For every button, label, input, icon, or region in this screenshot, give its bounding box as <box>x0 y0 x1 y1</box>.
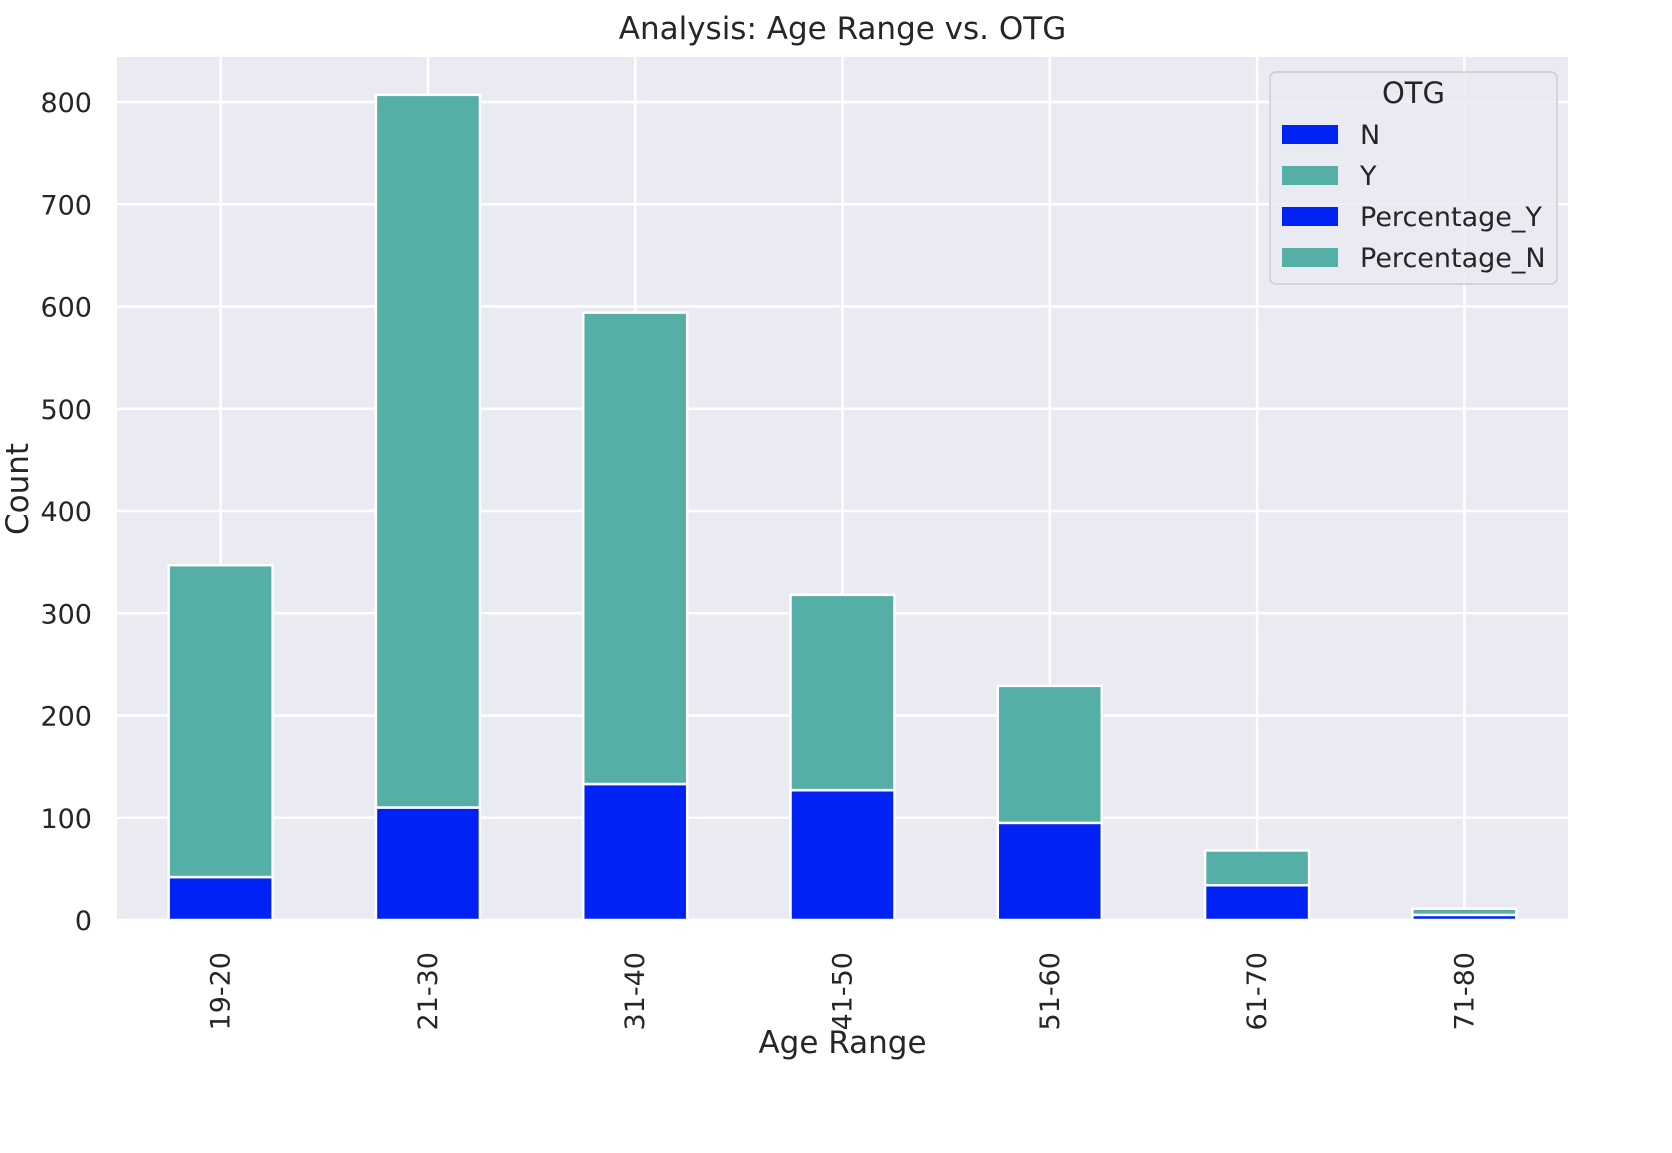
legend-swatch <box>1282 207 1338 226</box>
y-tick-label: 500 <box>40 395 92 426</box>
y-tick-label: 700 <box>40 190 92 221</box>
bar-segment-n <box>789 788 896 922</box>
x-tick-label: 21-30 <box>413 952 444 1030</box>
legend-label: Percentage_N <box>1360 243 1546 274</box>
bar-segment-y <box>1203 849 1311 887</box>
y-tick-label: 400 <box>40 497 92 528</box>
chart-title: Analysis: Age Range vs. OTG <box>619 11 1067 47</box>
y-tick-label: 300 <box>40 599 92 630</box>
x-axis-label: Age Range <box>758 1025 926 1061</box>
y-axis-label: Count <box>0 443 36 535</box>
legend-swatch <box>1282 248 1338 267</box>
y-tick-label: 100 <box>40 804 92 835</box>
legend-label: Y <box>1359 161 1377 192</box>
bar-segment-y <box>167 563 274 879</box>
y-tick-label: 200 <box>40 702 92 733</box>
legend-swatch <box>1282 125 1338 144</box>
x-tick-label: 41-50 <box>828 952 859 1030</box>
x-tick-label: 51-60 <box>1035 952 1066 1030</box>
bar-segment-n <box>581 782 689 922</box>
legend-title: OTG <box>1382 76 1445 110</box>
bar-segment-n <box>167 875 274 922</box>
x-tick-label: 61-70 <box>1242 952 1273 1030</box>
bar-segment-n <box>374 806 482 922</box>
y-tick-label: 0 <box>75 906 92 937</box>
bar-segment-y <box>1411 907 1518 917</box>
y-axis-ticks: 0 100 200 300 400 500 600 700 800 <box>40 88 92 937</box>
legend-label: N <box>1360 120 1380 151</box>
bar-segment-n <box>1203 883 1311 922</box>
x-tick-label: 31-40 <box>620 952 651 1030</box>
legend-swatch <box>1282 166 1338 185</box>
x-tick-label: 71-80 <box>1449 952 1480 1030</box>
bar-segment-n <box>996 821 1104 922</box>
x-axis-ticks: 19-20 21-30 31-40 41-50 51-60 61-70 71-80 <box>206 952 1481 1030</box>
legend-label: Percentage_Y <box>1360 202 1542 233</box>
bars <box>167 93 1518 922</box>
legend-box <box>1269 71 1558 285</box>
y-tick-label: 800 <box>40 88 92 119</box>
bar-segment-y <box>789 593 896 792</box>
legend: OTG NY Percentage_Y Percentage_N <box>1269 71 1558 285</box>
x-tick-label: 19-20 <box>206 952 237 1030</box>
bar-segment-y <box>581 311 689 786</box>
bar-segment-y <box>374 93 482 809</box>
y-tick-label: 600 <box>40 293 92 324</box>
legend-entries: NY Percentage_Y Percentage_N <box>1282 120 1546 274</box>
bar-segment-y <box>996 684 1104 825</box>
